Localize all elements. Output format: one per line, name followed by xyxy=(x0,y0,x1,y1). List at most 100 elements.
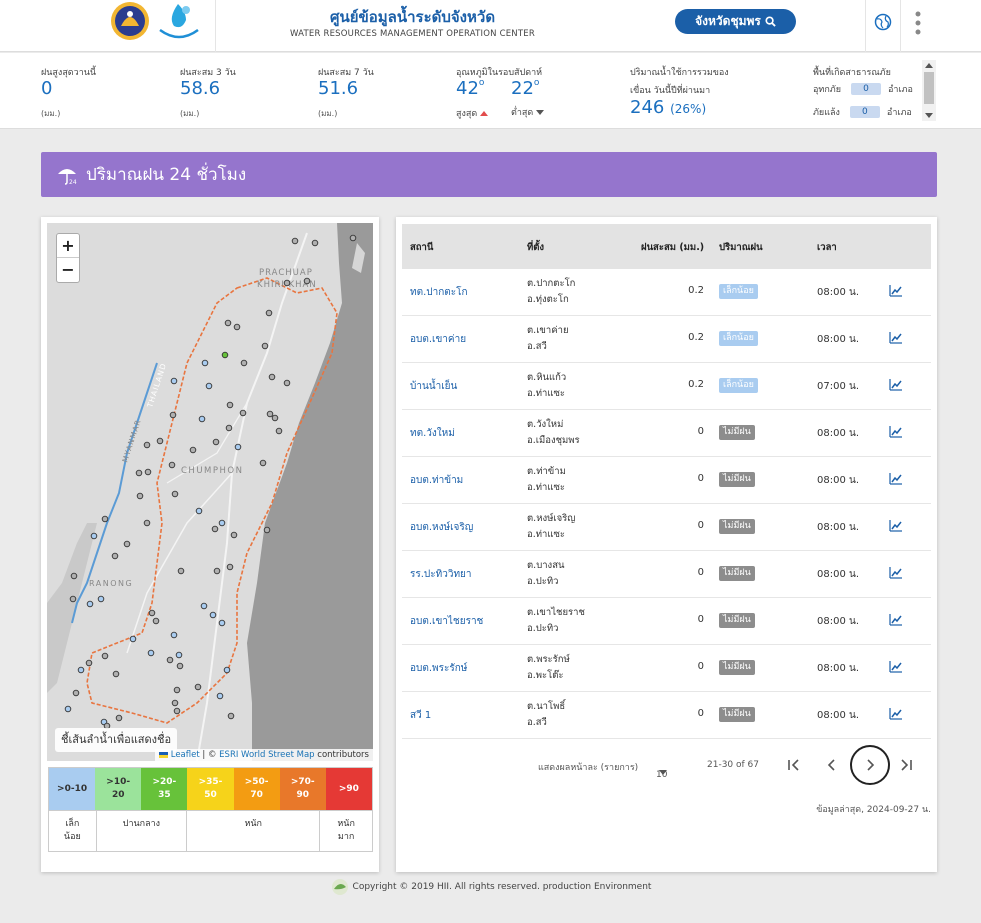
station-marker[interactable] xyxy=(227,712,235,720)
station-marker[interactable] xyxy=(97,595,105,603)
line-chart-icon[interactable] xyxy=(889,660,903,674)
rain-3day-value[interactable]: 58.6 xyxy=(180,78,221,99)
scroll-thumb[interactable] xyxy=(924,72,934,104)
station-marker[interactable] xyxy=(223,666,231,674)
station-marker[interactable] xyxy=(200,602,208,610)
table-row[interactable]: บ้านน้ำเย็น ต.หินแก้ว อ.ท่าแซะ 0.2 เล็กน้อย 0… xyxy=(402,363,931,410)
hii-logo[interactable] xyxy=(156,0,202,44)
leaflet-link[interactable]: Leaflet xyxy=(170,750,200,760)
col-station[interactable]: สถานี xyxy=(410,242,434,253)
station-name-link[interactable]: อบต.หงษ์เจริญ xyxy=(410,522,474,533)
station-marker[interactable] xyxy=(64,705,72,713)
legend-range-6[interactable]: >90 xyxy=(325,768,372,810)
legend-range-5[interactable]: >70- 90 xyxy=(279,768,326,810)
station-marker[interactable] xyxy=(265,309,273,317)
station-marker[interactable] xyxy=(198,415,206,423)
station-marker[interactable] xyxy=(205,382,213,390)
flood-count-badge[interactable]: 0 xyxy=(851,83,881,95)
zoom-out-button[interactable]: − xyxy=(61,260,75,279)
station-name-link[interactable]: อบต.พระรักษ์ xyxy=(410,663,468,674)
station-marker[interactable] xyxy=(175,651,183,659)
line-chart-icon[interactable] xyxy=(889,472,903,486)
station-marker[interactable] xyxy=(143,519,151,527)
line-chart-icon[interactable] xyxy=(889,707,903,721)
line-chart-icon[interactable] xyxy=(889,284,903,298)
province-seal-logo[interactable] xyxy=(107,0,154,44)
station-marker[interactable] xyxy=(283,279,291,287)
col-rain[interactable]: ฝนสะสม (มม.) xyxy=(641,242,705,253)
station-marker[interactable] xyxy=(213,567,221,575)
station-marker[interactable] xyxy=(86,600,94,608)
dam-volume-value[interactable]: 246 (26%) xyxy=(630,97,707,118)
kebab-menu-icon[interactable] xyxy=(912,10,924,36)
station-marker[interactable] xyxy=(225,424,233,432)
prev-page-icon[interactable] xyxy=(820,753,844,777)
station-name-link[interactable]: รร.ปะทิววิทยา xyxy=(410,569,472,580)
station-marker[interactable] xyxy=(156,437,164,445)
stats-scrollbar[interactable] xyxy=(922,60,936,121)
station-marker[interactable] xyxy=(233,323,241,331)
table-row[interactable]: อบต.พระรักษ์ ต.พระรักษ์ อ.พะโต๊ะ 0 ไม่มีฝน 08… xyxy=(402,645,931,692)
table-row[interactable]: ทต.ปากตะโก ต.ปากตะโก อ.ทุ่งตะโก 0.2 เล็กน้อย… xyxy=(402,269,931,316)
station-marker[interactable] xyxy=(291,237,299,245)
scroll-up-icon[interactable] xyxy=(925,63,933,68)
station-marker[interactable] xyxy=(271,414,279,422)
rain-station-map[interactable]: PRACHUAP KHIRI KHAN CHUMPHON RANONG THAI… xyxy=(47,223,373,761)
station-marker[interactable] xyxy=(123,540,131,548)
col-location[interactable]: ที่ตั้ง xyxy=(527,242,545,253)
station-marker[interactable] xyxy=(90,532,98,540)
station-name-link[interactable]: อบต.เขาไชยราช xyxy=(410,616,484,627)
legend-range-0[interactable]: >0-10 xyxy=(49,768,96,810)
station-marker[interactable] xyxy=(129,635,137,643)
station-marker[interactable] xyxy=(211,525,219,533)
station-marker[interactable] xyxy=(111,552,119,560)
station-marker[interactable] xyxy=(70,572,78,580)
station-marker[interactable] xyxy=(239,409,247,417)
temperature-low-label[interactable]: ต่ำสุด xyxy=(511,105,545,119)
station-marker[interactable] xyxy=(218,519,226,527)
station-marker[interactable] xyxy=(268,373,276,381)
station-marker[interactable] xyxy=(171,699,179,707)
station-markers[interactable] xyxy=(64,234,357,730)
col-amount[interactable]: ปริมาณฝน xyxy=(719,242,763,253)
station-name-link[interactable]: ทต.ปากตะโก xyxy=(410,287,468,298)
station-marker[interactable] xyxy=(261,342,269,350)
legend-range-2[interactable]: >20- 35 xyxy=(141,768,188,810)
table-row[interactable]: อบต.ท่าข้าม ต.ท่าข้าม อ.ท่าแซะ 0 ไม่มีฝน 08:0… xyxy=(402,457,931,504)
station-marker[interactable] xyxy=(218,619,226,627)
legend-range-4[interactable]: >50- 70 xyxy=(233,768,280,810)
station-marker[interactable] xyxy=(226,563,234,571)
station-marker[interactable] xyxy=(115,714,123,722)
station-marker[interactable] xyxy=(173,686,181,694)
map-canvas[interactable]: PRACHUAP KHIRI KHAN CHUMPHON RANONG THAI… xyxy=(47,223,373,761)
station-marker[interactable] xyxy=(170,377,178,385)
station-marker[interactable] xyxy=(224,319,232,327)
station-marker[interactable] xyxy=(112,670,120,678)
temperature-low-value[interactable]: 22o xyxy=(511,78,540,99)
scroll-down-icon[interactable] xyxy=(925,113,933,118)
rain-7day-value[interactable]: 51.6 xyxy=(318,78,359,99)
station-marker[interactable] xyxy=(216,692,224,700)
globe-icon[interactable] xyxy=(874,13,892,31)
station-marker[interactable] xyxy=(77,666,85,674)
line-chart-icon[interactable] xyxy=(889,566,903,580)
station-marker[interactable] xyxy=(135,469,143,477)
line-chart-icon[interactable] xyxy=(889,519,903,533)
station-name-link[interactable]: ทต.วังใหม่ xyxy=(410,428,455,439)
line-chart-icon[interactable] xyxy=(889,331,903,345)
station-marker[interactable] xyxy=(201,359,209,367)
line-chart-icon[interactable] xyxy=(889,378,903,392)
station-marker[interactable] xyxy=(101,652,109,660)
station-name-link[interactable]: สวี 1 xyxy=(410,710,432,721)
table-row[interactable]: ทต.วังใหม่ ต.วังใหม่ อ.เมืองชุมพร 0 ไม่มีฝน 0… xyxy=(402,410,931,457)
esri-link[interactable]: ESRI World Street Map xyxy=(219,750,315,760)
rain-max-value[interactable]: 0 xyxy=(41,78,53,99)
line-chart-icon[interactable] xyxy=(889,613,903,627)
station-marker[interactable] xyxy=(177,567,185,575)
table-row[interactable]: อบต.หงษ์เจริญ ต.หงษ์เจริญ อ.ท่าแซะ 0 ไม่มีฝน… xyxy=(402,504,931,551)
station-marker[interactable] xyxy=(349,234,357,242)
station-marker[interactable] xyxy=(144,468,152,476)
station-marker[interactable] xyxy=(69,595,77,603)
station-marker[interactable] xyxy=(189,446,197,454)
station-marker[interactable] xyxy=(226,401,234,409)
